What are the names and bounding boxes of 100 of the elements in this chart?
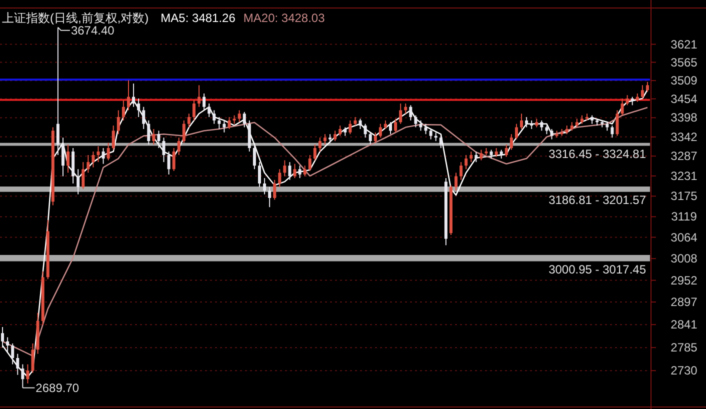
y-tick-label: 3287 — [670, 149, 698, 164]
candlestick — [293, 163, 296, 179]
candlestick — [198, 84, 201, 108]
candlestick — [460, 162, 463, 180]
candlestick — [126, 80, 130, 111]
candlestick — [76, 168, 80, 195]
candlestick — [318, 137, 322, 152]
candlestick — [283, 160, 286, 177]
candlestick — [550, 128, 554, 140]
candlestick — [419, 120, 422, 132]
candlestick — [16, 353, 20, 376]
candlestick — [480, 149, 483, 161]
candlestick — [514, 123, 518, 140]
y-tick-label: 2841 — [670, 318, 698, 332]
text: MA20: 3428.03 — [243, 11, 326, 25]
band-label: 3000.95 - 3017.45 — [548, 262, 646, 276]
candlestick — [404, 103, 408, 114]
candlestick — [525, 116, 528, 128]
y-tick-label: 2952 — [670, 273, 698, 288]
candlestick — [157, 130, 160, 149]
y-tick-label: 3509 — [670, 74, 698, 88]
candlestick — [122, 100, 125, 121]
candlestick — [620, 98, 624, 116]
candlestick — [21, 364, 24, 388]
candlestick — [218, 116, 221, 130]
annotation: 3674.40 — [70, 23, 115, 38]
y-tick-label: 3231 — [670, 168, 698, 183]
candlestick — [288, 162, 292, 180]
candlestick — [364, 123, 367, 138]
y-tick-label: 3175 — [670, 189, 698, 204]
candlestick — [439, 135, 442, 149]
candlestick — [520, 113, 524, 130]
candlestick — [308, 154, 312, 172]
candlestick — [61, 137, 64, 177]
candlestick — [116, 110, 120, 135]
candlestick — [26, 364, 30, 384]
candlestick — [92, 151, 95, 168]
candlestick — [192, 100, 196, 121]
y-tick-label: 3398 — [670, 110, 698, 125]
candlestick — [258, 162, 261, 188]
candlestick — [389, 122, 392, 135]
candlestick — [298, 165, 302, 179]
candlestick — [252, 144, 256, 170]
y-tick-label: 3342 — [670, 130, 698, 144]
candlestick — [82, 162, 85, 190]
candlestick — [106, 142, 110, 161]
band-label: 3186.81 - 3201.57 — [548, 192, 646, 207]
candlestick — [374, 132, 377, 144]
candlestick — [409, 104, 412, 121]
candlestick — [268, 186, 272, 208]
candlestick — [368, 132, 372, 146]
candlestick — [187, 113, 190, 128]
candlestick — [86, 154, 90, 174]
candlestick — [242, 111, 246, 128]
y-tick-label: 2785 — [670, 340, 698, 355]
candlestick — [112, 125, 115, 150]
candlestick — [1, 326, 4, 348]
candlestick — [626, 94, 629, 106]
candlestick — [278, 168, 282, 188]
candlestick — [464, 154, 468, 170]
text: MA5: 3481.26 — [160, 11, 236, 25]
candlestick — [303, 165, 306, 177]
candlestick — [324, 134, 326, 146]
candlestick — [228, 116, 231, 130]
candlestick — [11, 342, 14, 365]
candlestick — [640, 84, 644, 99]
candlestick — [208, 103, 211, 118]
y-tick-label: 2730 — [670, 364, 698, 378]
candlestick — [56, 26, 60, 156]
candlestick — [222, 120, 226, 133]
candlestick — [6, 336, 10, 352]
candlestick — [132, 83, 136, 108]
candlestick — [102, 148, 105, 164]
candlestick — [540, 120, 544, 132]
candlestick — [172, 148, 176, 172]
candlestick — [238, 110, 241, 123]
candlestick — [177, 137, 180, 156]
y-tick-label: 3008 — [670, 252, 698, 266]
candlestick — [510, 134, 513, 150]
candlestick — [66, 144, 70, 174]
y-tick-label: 2897 — [670, 295, 698, 310]
candlestick — [182, 120, 186, 144]
candlestick — [334, 130, 337, 142]
candlestick — [212, 110, 216, 124]
candlestick — [399, 103, 402, 124]
candlestick — [414, 114, 418, 128]
candlestick — [263, 178, 266, 195]
candlestick — [610, 125, 614, 138]
candlestick — [152, 128, 156, 146]
candlestick — [646, 81, 649, 92]
band-label: 3316.45 - 3324.81 — [548, 146, 646, 161]
candlestick — [504, 144, 508, 158]
candlestick — [616, 110, 619, 136]
candlestick — [142, 106, 146, 130]
candlestick — [454, 172, 458, 192]
y-tick-label: 3621 — [670, 37, 698, 52]
candlestick — [348, 120, 352, 135]
y-tick-label: 3454 — [670, 92, 698, 106]
candlestick — [137, 98, 140, 118]
annotation: 2689.70 — [36, 380, 80, 395]
